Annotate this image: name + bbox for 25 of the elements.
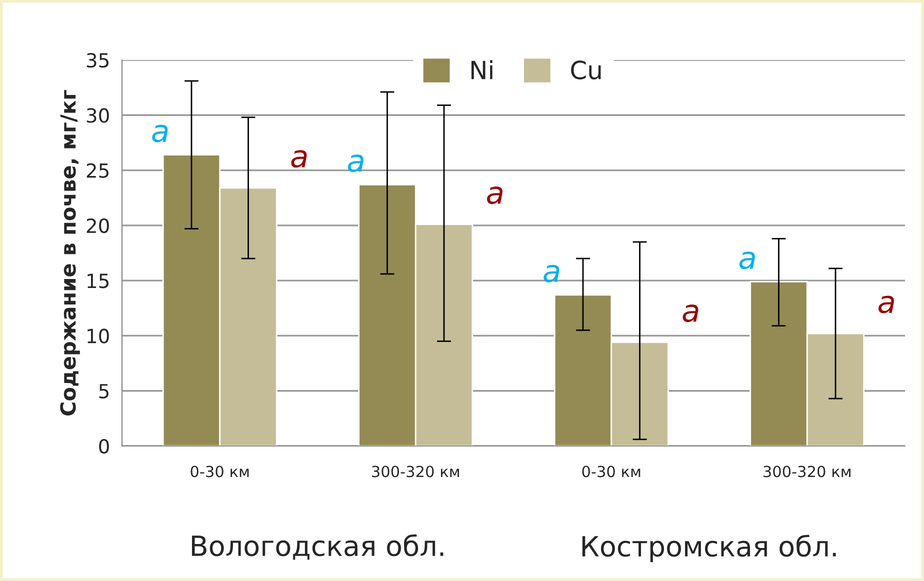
y-tick-label: 10 xyxy=(88,328,109,344)
annotation: a xyxy=(739,252,755,270)
x-tick-label: 300-320 км xyxy=(372,466,459,478)
x-tick-label: 300-320 км xyxy=(764,466,850,478)
y-tick-label: 5 xyxy=(99,384,108,399)
y-tick-label: 15 xyxy=(88,274,108,288)
y-tick-label: 25 xyxy=(86,163,108,178)
text: Костромская обл. xyxy=(582,534,836,562)
annotation: a xyxy=(291,150,307,168)
annotation: a xyxy=(682,304,698,322)
y-axis-title: Содержание в почве, мг/кг xyxy=(60,90,80,416)
y-tick-label: 30 xyxy=(86,108,109,123)
x-tick-label: 0-30 км xyxy=(582,466,640,478)
x-tick-label: 0-30 км xyxy=(190,466,249,478)
text: Вологодская обл. xyxy=(192,534,444,560)
legend-label: Ni xyxy=(471,60,492,80)
annotation: a xyxy=(348,154,364,172)
annotation: a xyxy=(486,186,502,204)
y-tick-label: 0 xyxy=(99,438,109,454)
annotation: a xyxy=(878,296,894,314)
annotation: a xyxy=(152,124,168,142)
annotation: a xyxy=(544,264,560,282)
y-tick-label: 20 xyxy=(86,218,109,234)
y-tick-label: 35 xyxy=(86,52,108,68)
legend-label: Cu xyxy=(571,60,601,80)
